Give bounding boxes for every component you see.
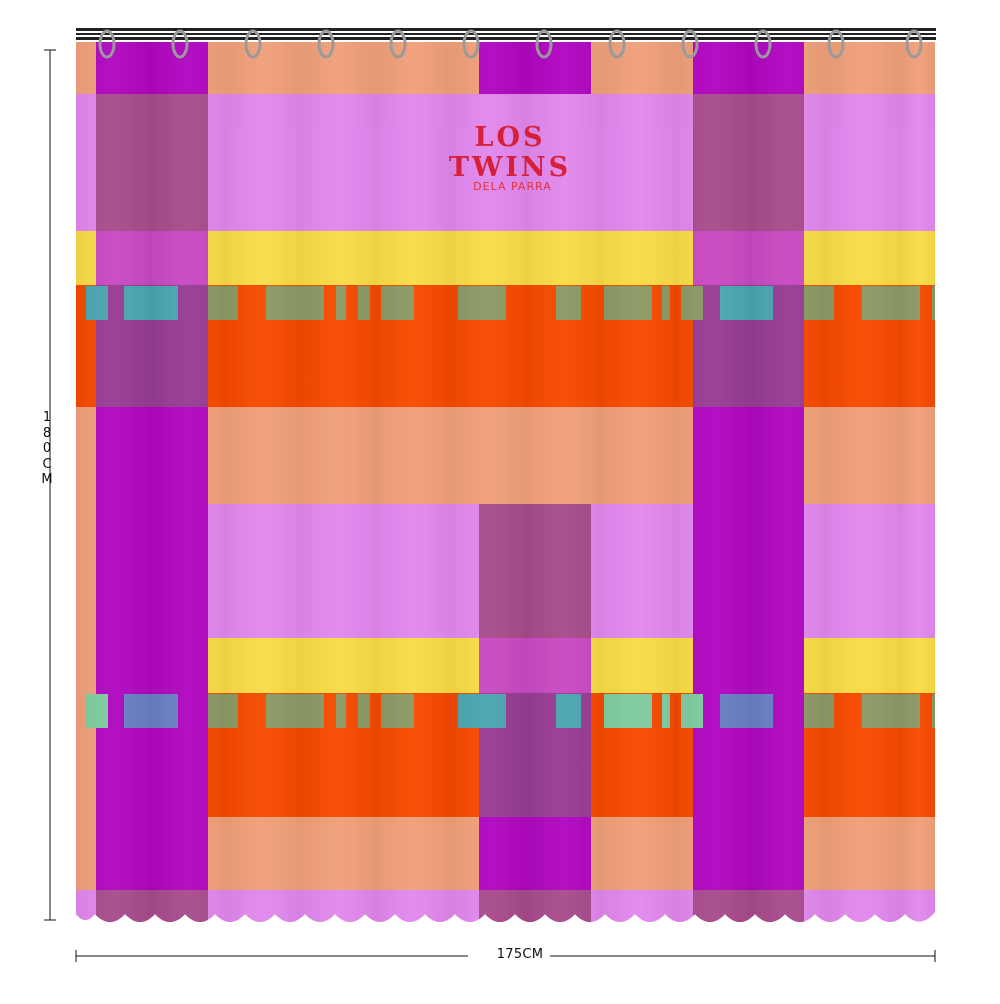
curtain-rod bbox=[76, 28, 936, 40]
logo-text-los: LOS bbox=[474, 122, 546, 153]
height-dimension-line bbox=[44, 49, 56, 921]
logo-text-dela-parra: DELA PARRA bbox=[473, 180, 552, 193]
curtain-rings bbox=[98, 29, 923, 59]
width-dimension-line bbox=[75, 950, 936, 962]
curtain-fabric bbox=[76, 42, 935, 922]
fabric-folds bbox=[76, 42, 935, 922]
width-label: 175CM bbox=[496, 947, 544, 962]
logo-text-twins: TWINS bbox=[448, 152, 572, 183]
height-label: 180CM bbox=[41, 410, 53, 487]
